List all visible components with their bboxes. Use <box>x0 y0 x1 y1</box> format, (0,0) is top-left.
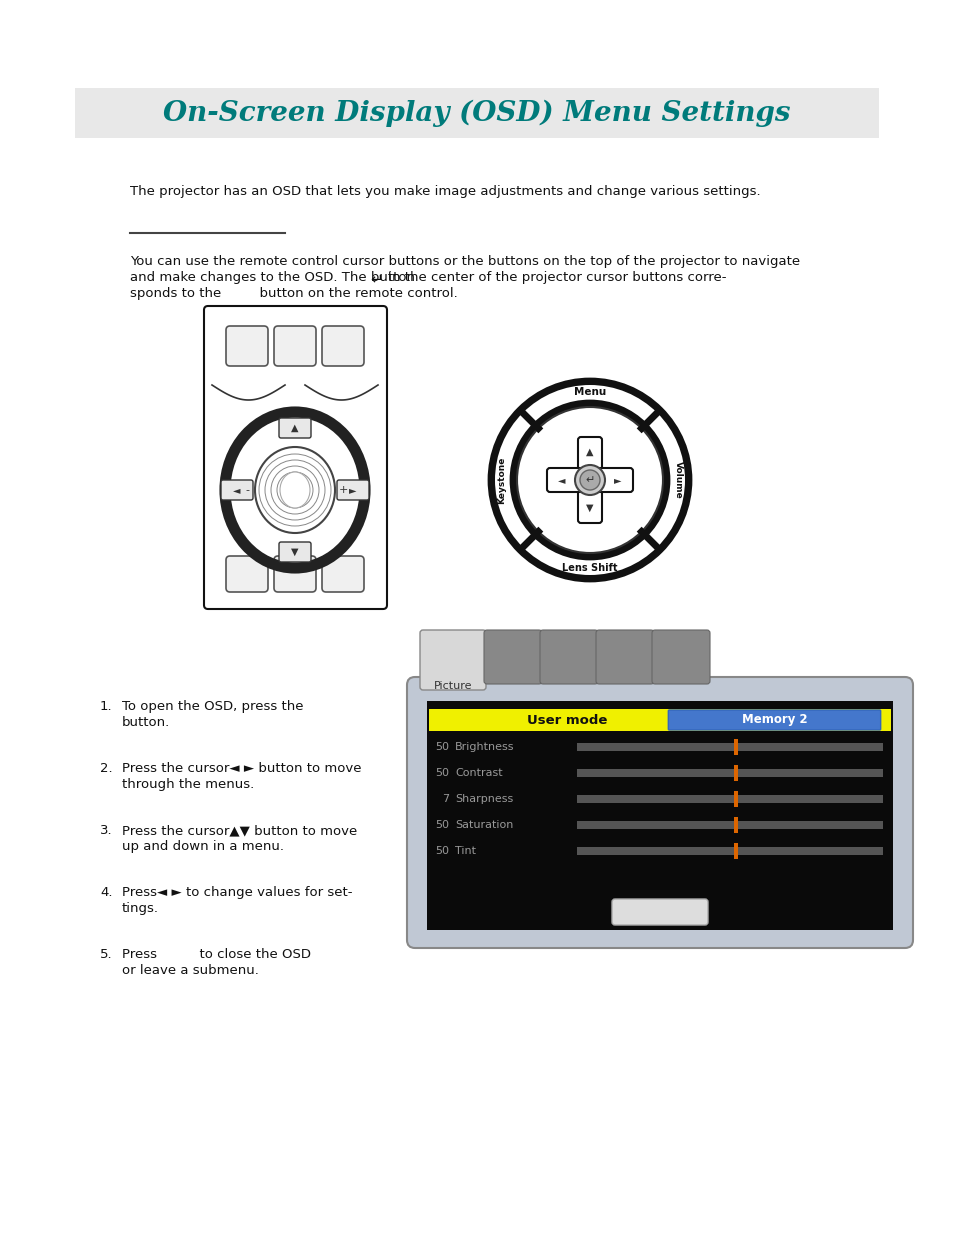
Circle shape <box>511 401 668 559</box>
FancyBboxPatch shape <box>651 630 709 684</box>
FancyBboxPatch shape <box>226 326 268 366</box>
Bar <box>577 847 882 855</box>
Text: up and down in a menu.: up and down in a menu. <box>122 840 284 853</box>
FancyBboxPatch shape <box>274 326 315 366</box>
Bar <box>577 769 882 777</box>
Text: Volume: Volume <box>673 461 681 499</box>
Circle shape <box>579 471 599 490</box>
Text: Memory 2: Memory 2 <box>740 714 806 726</box>
Text: 7: 7 <box>441 794 449 804</box>
Text: 50: 50 <box>435 768 449 778</box>
Text: ►: ► <box>614 475 621 485</box>
Text: ▲: ▲ <box>291 424 298 433</box>
Text: through the menus.: through the menus. <box>122 778 254 790</box>
Text: button.: button. <box>122 716 170 729</box>
Text: ▼: ▼ <box>586 503 593 513</box>
Text: To open the OSD, press the: To open the OSD, press the <box>122 700 303 713</box>
Text: 3.: 3. <box>100 824 112 837</box>
Text: The projector has an OSD that lets you make image adjustments and change various: The projector has an OSD that lets you m… <box>130 185 760 198</box>
Text: Press the cursor▲▼ button to move: Press the cursor▲▼ button to move <box>122 824 356 837</box>
Text: or leave a submenu.: or leave a submenu. <box>122 965 258 977</box>
Bar <box>734 790 738 806</box>
Text: Contrast: Contrast <box>455 768 502 778</box>
FancyBboxPatch shape <box>322 556 364 592</box>
FancyBboxPatch shape <box>226 556 268 592</box>
Text: +: + <box>338 485 347 495</box>
FancyBboxPatch shape <box>612 899 707 925</box>
Text: Picture: Picture <box>434 680 472 692</box>
Bar <box>577 821 882 829</box>
Circle shape <box>493 383 686 577</box>
FancyBboxPatch shape <box>546 468 633 492</box>
FancyBboxPatch shape <box>419 630 485 690</box>
Text: 5.: 5. <box>100 948 112 961</box>
FancyBboxPatch shape <box>596 630 654 684</box>
Text: User mode: User mode <box>526 714 606 726</box>
FancyBboxPatch shape <box>278 417 311 438</box>
FancyBboxPatch shape <box>578 437 601 522</box>
FancyBboxPatch shape <box>539 630 598 684</box>
Text: 50: 50 <box>435 742 449 752</box>
Circle shape <box>575 466 604 495</box>
Text: Menu: Menu <box>574 387 605 396</box>
Text: Brightness: Brightness <box>455 742 514 752</box>
Text: -: - <box>245 485 249 495</box>
FancyBboxPatch shape <box>336 480 369 500</box>
FancyBboxPatch shape <box>483 630 541 684</box>
Bar <box>577 795 882 803</box>
Text: Tint: Tint <box>455 846 476 856</box>
FancyBboxPatch shape <box>221 480 253 500</box>
FancyBboxPatch shape <box>204 306 387 609</box>
FancyBboxPatch shape <box>668 710 880 730</box>
FancyBboxPatch shape <box>322 326 364 366</box>
Text: Press          to close the OSD: Press to close the OSD <box>122 948 311 961</box>
Bar <box>577 743 882 751</box>
Text: sponds to the         button on the remote control.: sponds to the button on the remote contr… <box>130 287 457 300</box>
Circle shape <box>517 408 662 553</box>
Text: ▼: ▼ <box>291 547 298 557</box>
Text: Lens Shift: Lens Shift <box>561 563 618 573</box>
FancyBboxPatch shape <box>274 556 315 592</box>
FancyBboxPatch shape <box>407 677 912 948</box>
Ellipse shape <box>280 472 310 508</box>
Text: Keystone: Keystone <box>497 456 506 504</box>
Bar <box>734 818 738 832</box>
Text: ↵: ↵ <box>585 475 594 485</box>
FancyBboxPatch shape <box>278 542 311 562</box>
Text: Press◄ ► to change values for set-: Press◄ ► to change values for set- <box>122 885 352 899</box>
Text: 1.: 1. <box>100 700 112 713</box>
Text: On-Screen Display (OSD) Menu Settings: On-Screen Display (OSD) Menu Settings <box>163 99 790 127</box>
Ellipse shape <box>254 447 335 534</box>
Text: in the center of the projector cursor buttons corre-: in the center of the projector cursor bu… <box>384 270 726 284</box>
Bar <box>429 709 890 731</box>
Bar <box>75 88 878 138</box>
Text: and make changes to the OSD. The button: and make changes to the OSD. The button <box>130 270 415 284</box>
Bar <box>734 764 738 781</box>
Bar <box>427 701 892 930</box>
Text: Press the cursor◄ ► button to move: Press the cursor◄ ► button to move <box>122 762 361 776</box>
Ellipse shape <box>223 410 367 571</box>
Text: You can use the remote control cursor buttons or the buttons on the top of the p: You can use the remote control cursor bu… <box>130 254 800 268</box>
Circle shape <box>495 385 684 576</box>
Text: Sharpness: Sharpness <box>455 794 513 804</box>
Text: 50: 50 <box>435 820 449 830</box>
Text: ►: ► <box>349 485 356 495</box>
Circle shape <box>489 379 690 580</box>
Text: 50: 50 <box>435 846 449 856</box>
Bar <box>734 844 738 860</box>
Text: Saturation: Saturation <box>455 820 513 830</box>
Text: ▲: ▲ <box>586 447 593 457</box>
Text: ◄: ◄ <box>558 475 565 485</box>
Bar <box>734 739 738 755</box>
Text: ↵: ↵ <box>370 270 382 287</box>
Text: ◄: ◄ <box>233 485 240 495</box>
Text: 2.: 2. <box>100 762 112 776</box>
Text: tings.: tings. <box>122 902 159 915</box>
Text: 4.: 4. <box>100 885 112 899</box>
